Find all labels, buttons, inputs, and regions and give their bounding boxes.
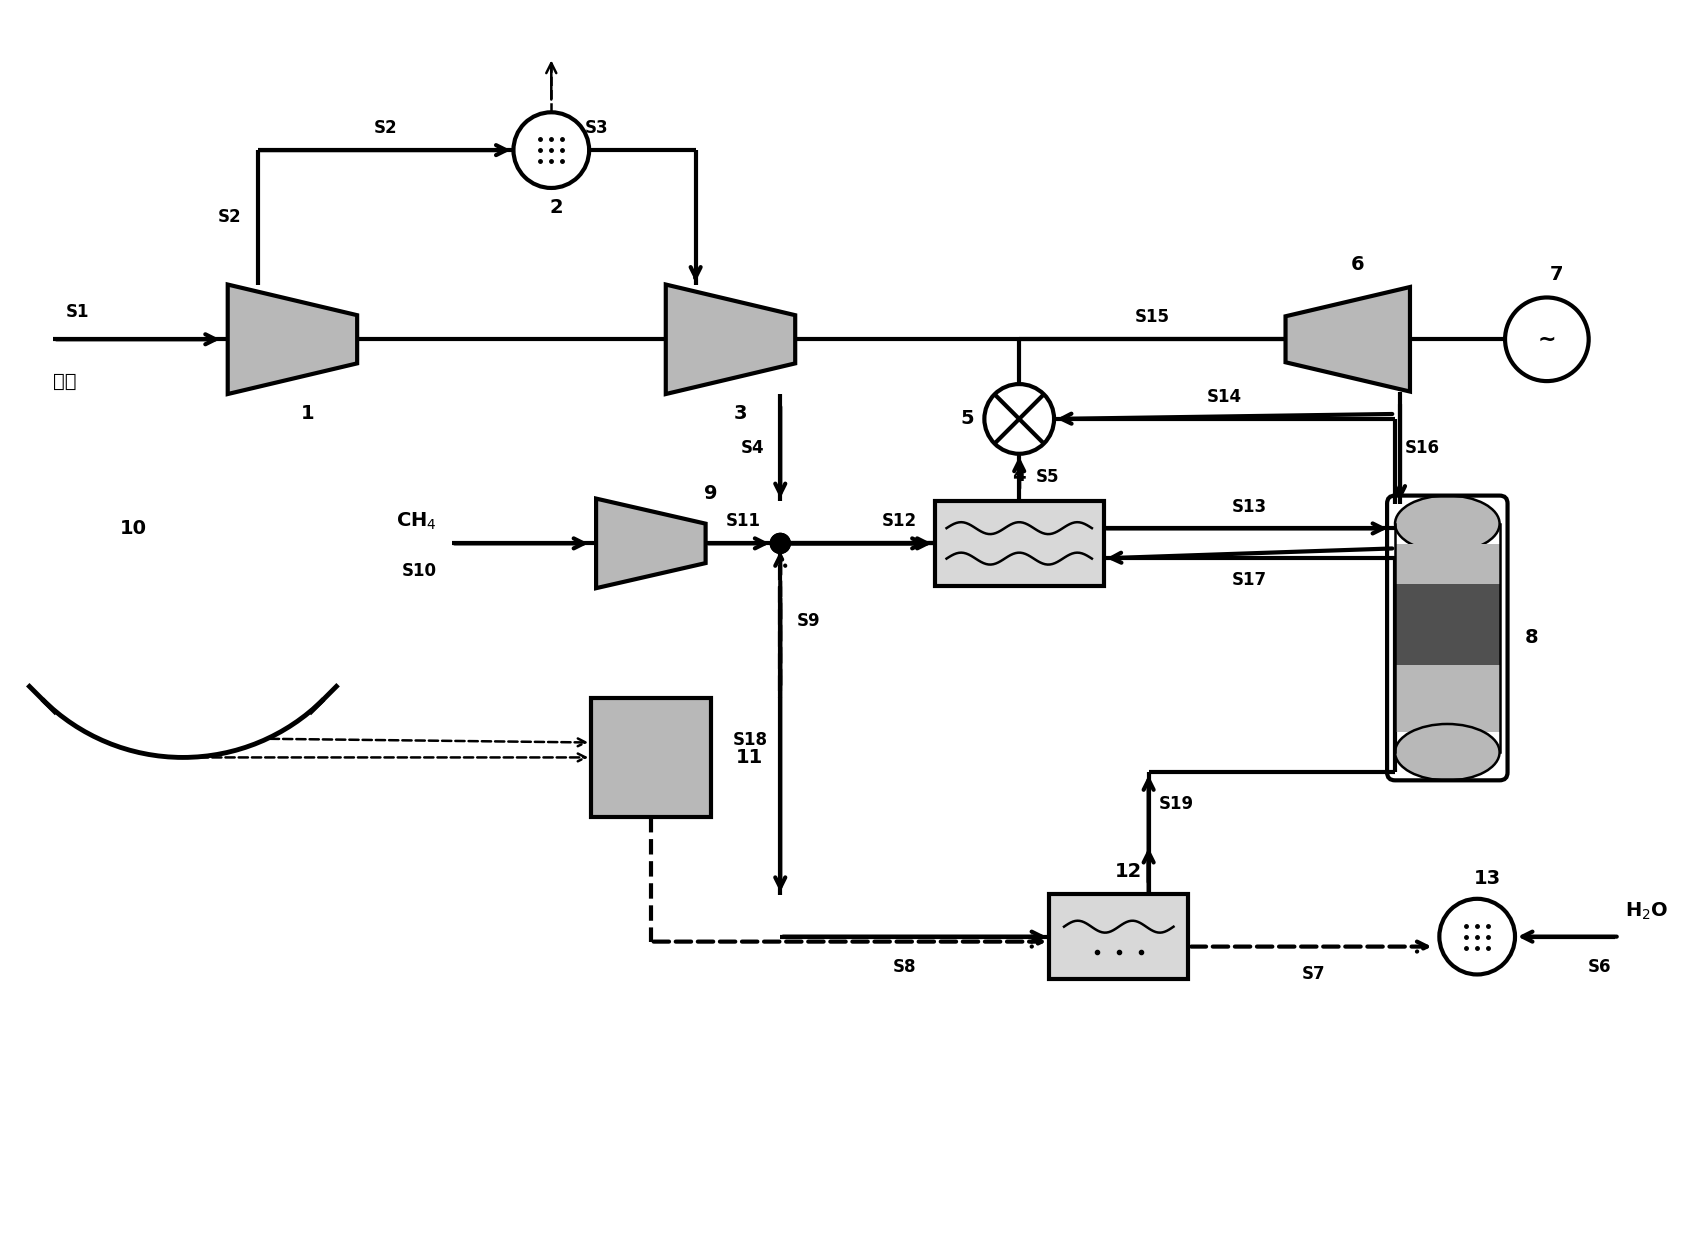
Text: S19: S19 [1159,795,1193,813]
Polygon shape [595,498,705,589]
Text: 10: 10 [119,520,146,538]
Ellipse shape [1394,723,1499,780]
Text: H$_2$O: H$_2$O [1623,901,1667,922]
Text: S9: S9 [796,611,819,629]
Text: S15: S15 [1134,308,1169,326]
Text: S11: S11 [725,512,760,531]
Text: 4: 4 [1013,467,1026,486]
Text: 3: 3 [733,405,747,424]
Text: 12: 12 [1115,863,1142,882]
Text: S8: S8 [893,957,917,975]
Text: S4: S4 [740,439,764,457]
Text: S14: S14 [1206,387,1241,406]
Text: S13: S13 [1231,498,1267,516]
Text: 空气: 空气 [54,371,77,390]
Circle shape [1438,898,1514,975]
Bar [590,698,710,818]
Bar [934,501,1103,586]
Text: 9: 9 [703,484,717,503]
Text: 8: 8 [1524,629,1537,648]
Text: 7: 7 [1549,265,1563,284]
Text: S7: S7 [1302,965,1325,984]
Bar [1394,543,1499,611]
Text: 6: 6 [1351,255,1364,274]
Text: CH$_4$: CH$_4$ [395,511,437,532]
Text: S12: S12 [881,512,917,531]
Circle shape [513,112,589,187]
Circle shape [984,384,1053,454]
Text: S5: S5 [1034,468,1058,487]
Circle shape [770,533,791,554]
Text: S6: S6 [1586,957,1610,975]
Text: S3: S3 [584,120,607,137]
Text: S17: S17 [1231,571,1267,589]
Polygon shape [227,284,357,394]
Text: ~: ~ [1537,330,1556,350]
Polygon shape [1285,287,1410,391]
Bar [1394,664,1499,732]
Circle shape [1504,297,1588,381]
Polygon shape [666,284,794,394]
Ellipse shape [1394,496,1499,552]
Text: S1: S1 [66,303,89,321]
Text: 5: 5 [960,409,974,429]
Text: S2: S2 [217,209,242,226]
Text: S18: S18 [732,731,767,750]
Text: S2: S2 [373,120,397,137]
Text: S10: S10 [402,562,437,580]
Bar [1048,894,1187,979]
Text: 13: 13 [1473,869,1500,888]
Circle shape [770,533,791,554]
Text: 1: 1 [301,405,315,424]
Text: 11: 11 [735,749,762,767]
Text: 2: 2 [548,199,563,218]
Bar [1394,584,1499,706]
Text: S16: S16 [1403,439,1438,457]
